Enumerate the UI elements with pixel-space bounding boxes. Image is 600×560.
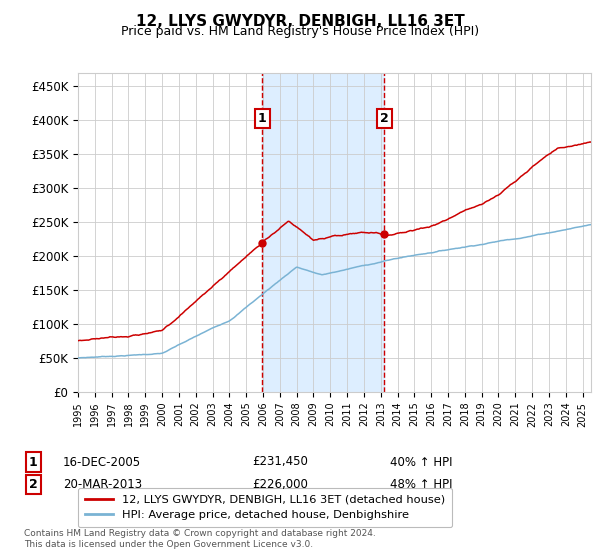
Text: 48% ↑ HPI: 48% ↑ HPI [390,478,452,491]
Text: £231,450: £231,450 [252,455,308,469]
Text: £226,000: £226,000 [252,478,308,491]
Text: 16-DEC-2005: 16-DEC-2005 [63,455,141,469]
Text: 2: 2 [29,478,37,491]
Text: 40% ↑ HPI: 40% ↑ HPI [390,455,452,469]
Bar [262,73,385,392]
Text: 12, LLYS GWYDYR, DENBIGH, LL16 3ET: 12, LLYS GWYDYR, DENBIGH, LL16 3ET [136,14,464,29]
Text: 2: 2 [380,112,389,125]
Text: 20-MAR-2013: 20-MAR-2013 [63,478,142,491]
Text: Price paid vs. HM Land Registry's House Price Index (HPI): Price paid vs. HM Land Registry's House … [121,25,479,38]
Text: 1: 1 [29,455,37,469]
Text: 1: 1 [258,112,267,125]
Legend: 12, LLYS GWYDYR, DENBIGH, LL16 3ET (detached house), HPI: Average price, detache: 12, LLYS GWYDYR, DENBIGH, LL16 3ET (deta… [78,488,452,527]
Text: Contains HM Land Registry data © Crown copyright and database right 2024.
This d: Contains HM Land Registry data © Crown c… [24,529,376,549]
